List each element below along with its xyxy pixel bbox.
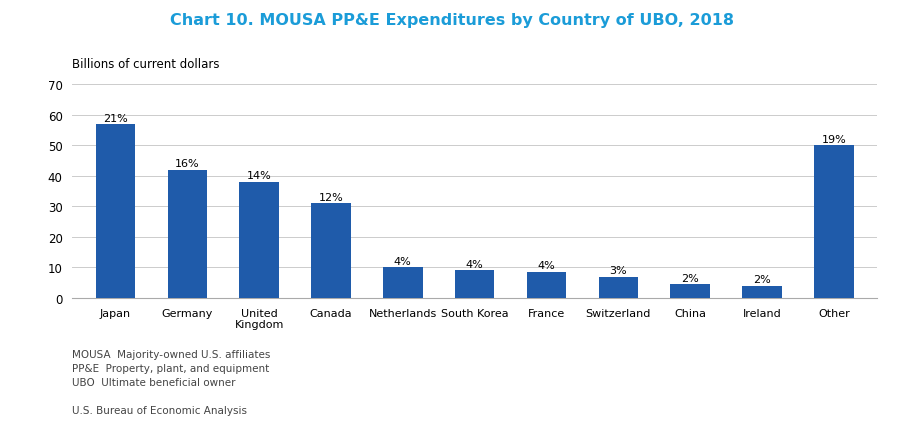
- Text: MOUSA  Majority-owned U.S. affiliates
PP&E  Property, plant, and equipment
UBO  : MOUSA Majority-owned U.S. affiliates PP&…: [72, 349, 270, 415]
- Bar: [813, 146, 852, 298]
- Text: Chart 10. MOUSA PP&E Expenditures by Country of UBO, 2018: Chart 10. MOUSA PP&E Expenditures by Cou…: [170, 13, 733, 28]
- Bar: [526, 272, 565, 298]
- Text: 19%: 19%: [821, 135, 845, 144]
- Bar: [741, 286, 781, 298]
- Bar: [383, 268, 422, 298]
- Text: 4%: 4%: [394, 256, 411, 266]
- Text: 4%: 4%: [465, 259, 483, 269]
- Bar: [670, 285, 709, 298]
- Text: 3%: 3%: [609, 265, 627, 275]
- Text: 4%: 4%: [537, 261, 554, 271]
- Bar: [96, 125, 135, 298]
- Text: 2%: 2%: [681, 273, 698, 283]
- Bar: [598, 277, 638, 298]
- Text: 21%: 21%: [103, 113, 127, 123]
- Text: 14%: 14%: [247, 171, 271, 181]
- Bar: [167, 170, 207, 298]
- Bar: [239, 183, 278, 298]
- Text: 12%: 12%: [318, 193, 343, 202]
- Text: 16%: 16%: [175, 159, 200, 169]
- Bar: [454, 271, 494, 298]
- Text: 2%: 2%: [752, 274, 770, 285]
- Text: Billions of current dollars: Billions of current dollars: [72, 58, 219, 70]
- Bar: [311, 204, 350, 298]
